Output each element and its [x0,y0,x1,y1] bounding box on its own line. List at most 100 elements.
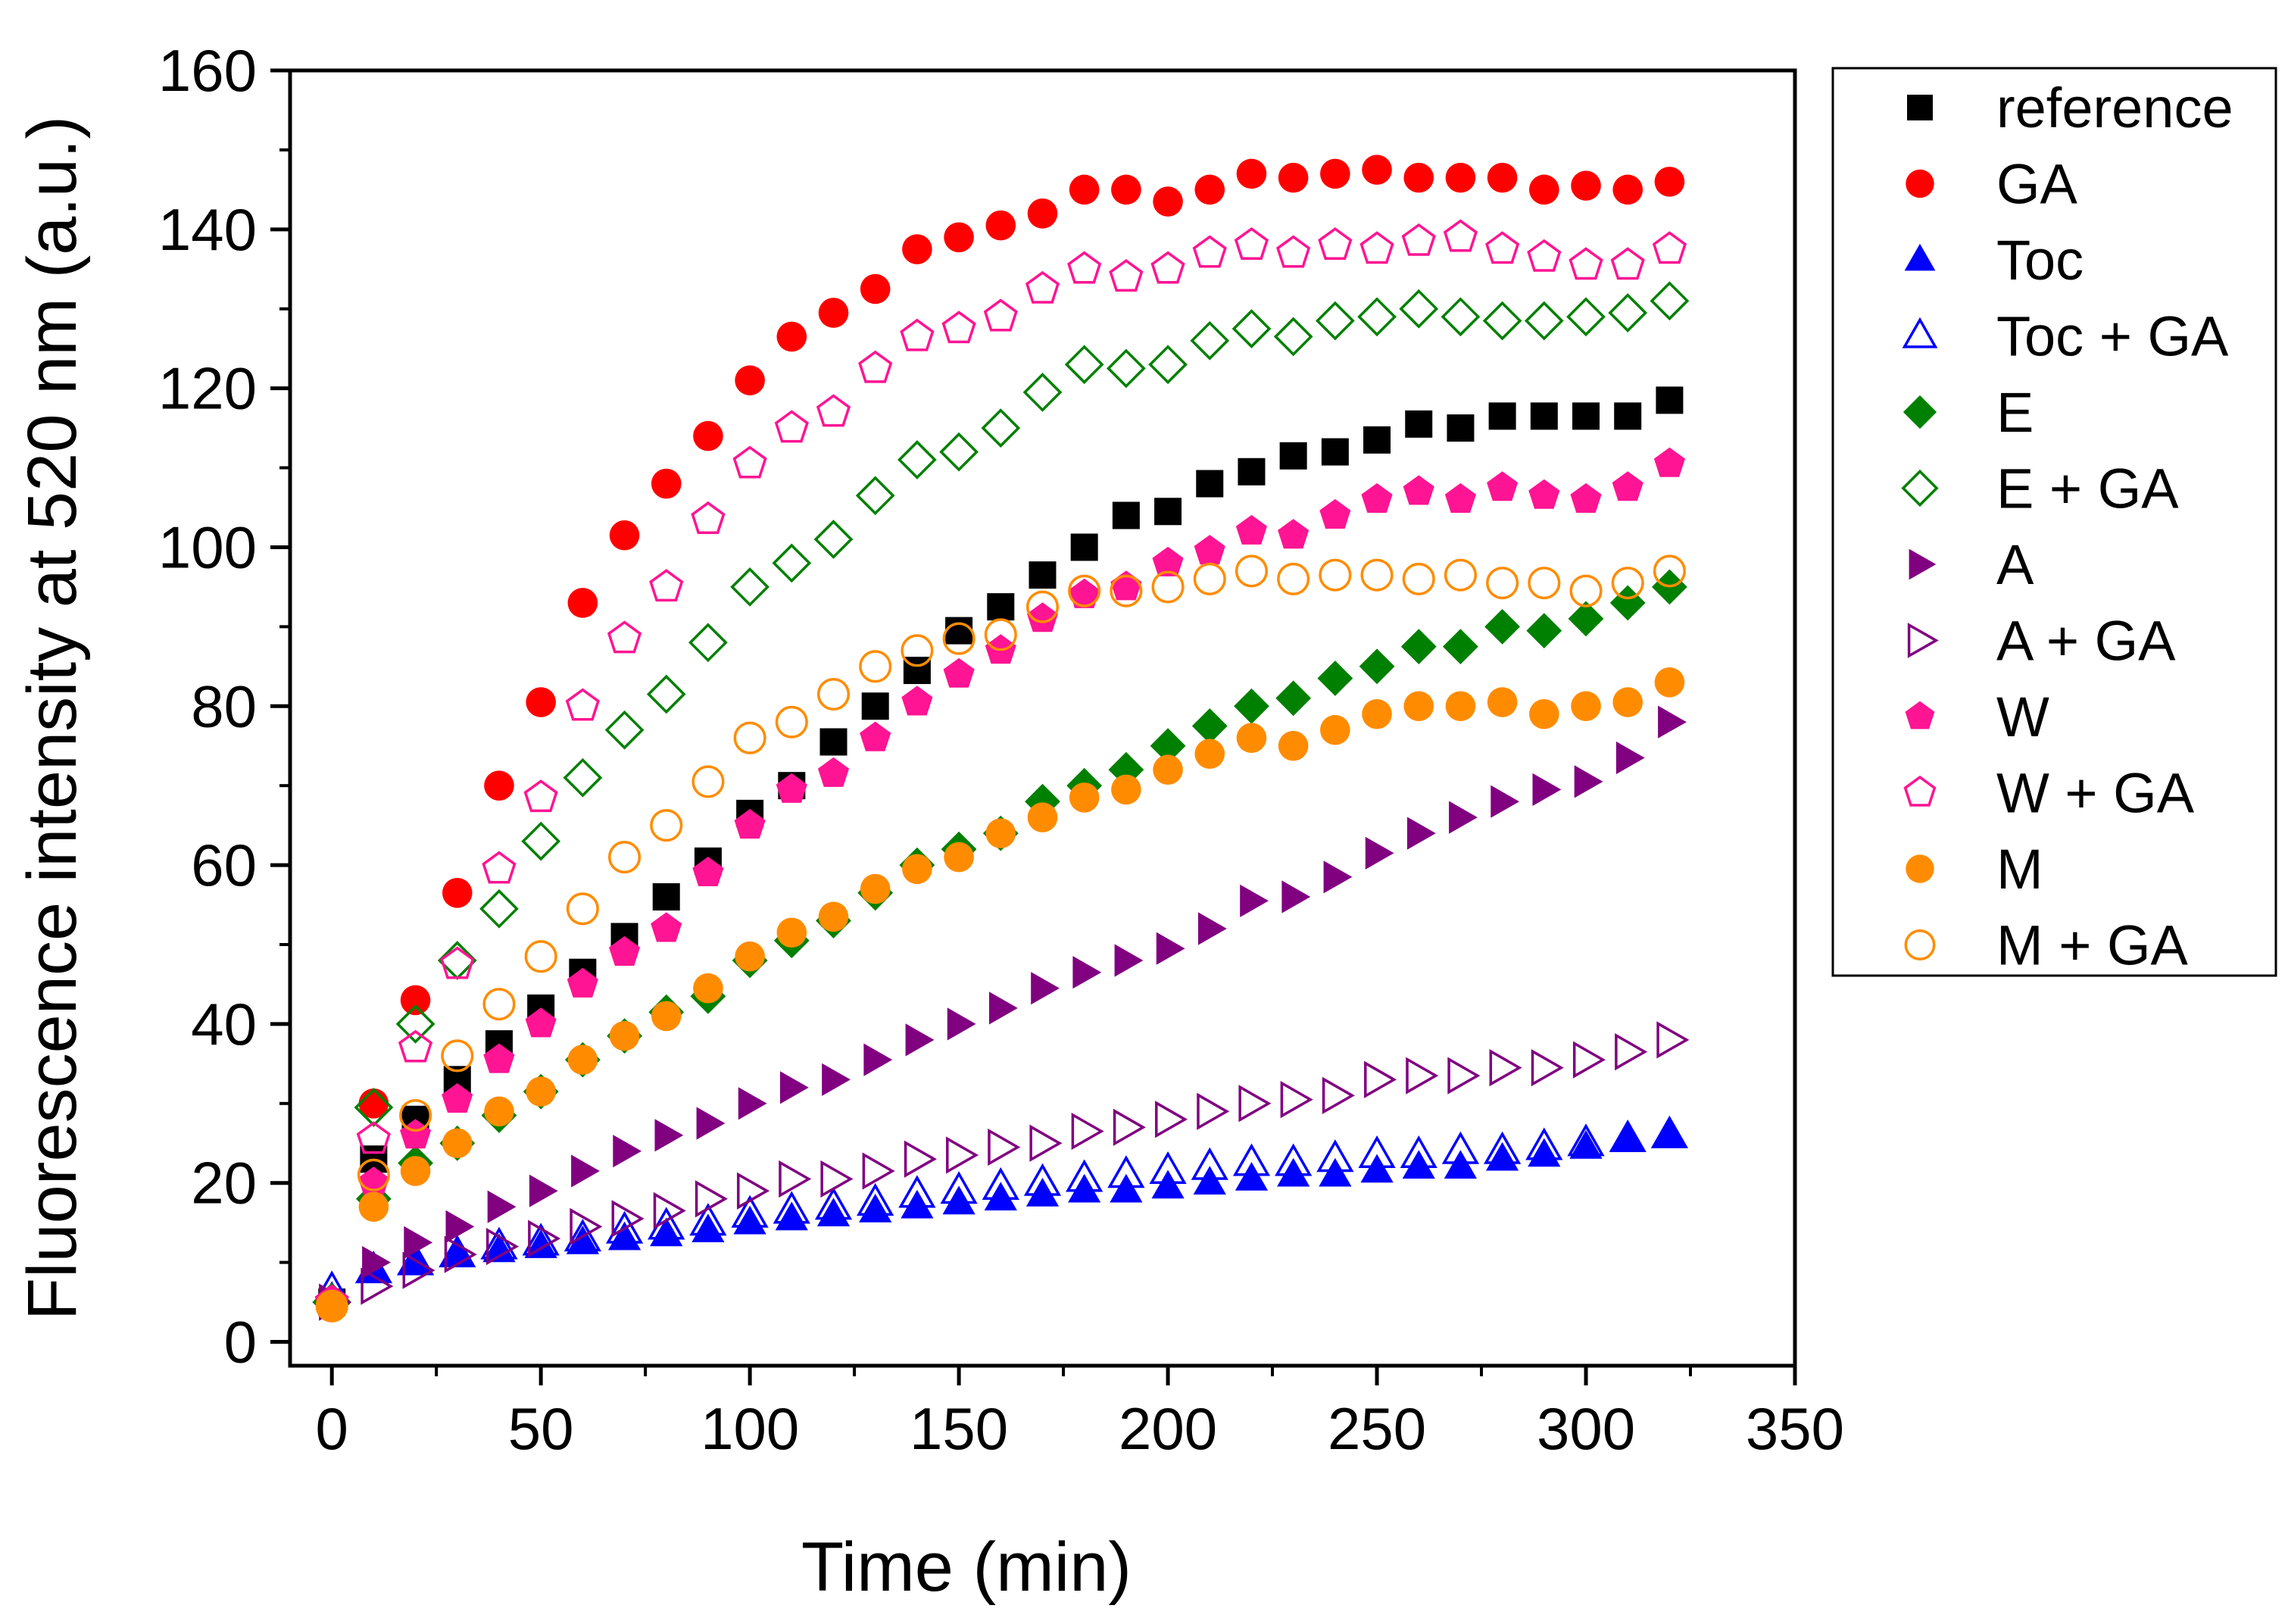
data-point [1072,956,1102,989]
data-point [442,877,473,908]
data-point [1273,317,1313,357]
legend-items: reference GA Toc Toc + GA E E + GA A A + GA W W +… [1901,77,2233,977]
data-point [358,1191,389,1222]
y-axis: 0 20 40 60 80 100 120 140 160 [158,37,290,1376]
data-point [905,1023,935,1057]
data-point [1152,546,1184,576]
data-point [733,721,766,754]
data-point [1482,301,1522,341]
data-point [1234,688,1269,724]
data-point [939,432,979,472]
data-point [1066,1159,1103,1192]
data-point [400,1119,432,1149]
data-point [904,1140,937,1178]
legend-marker [1901,469,1939,508]
x-tick-label: 100 [701,1395,799,1462]
data-point [731,1195,769,1228]
data-point [1654,167,1685,197]
data-point [987,593,1015,621]
data-point [944,842,974,873]
data-point [607,620,642,654]
data-point [613,1135,642,1168]
data-point [1485,231,1520,264]
data-point [1069,782,1100,813]
data-point [1319,498,1351,529]
x-axis: 0 50 100 150 200 250 300 350 [315,1366,1844,1462]
data-point [1110,574,1143,607]
legend-marker [1906,169,1934,198]
data-point [522,1223,560,1256]
data-point [1658,705,1687,739]
data-point [482,851,517,884]
legend-label: reference [1996,77,2233,139]
data-point [902,854,932,885]
data-point [1319,558,1352,592]
data-point [1487,687,1518,717]
data-point [816,394,851,427]
plot-area: 0 50 100 150 200 250 300 350 0 20 40 60 80 100 120 140… [158,37,1844,1462]
data-point [1027,198,1058,229]
data-point [1360,558,1394,592]
data-point [1193,562,1226,595]
data-series [312,155,1690,1323]
data-point [898,1175,936,1208]
data-point [696,1107,726,1140]
data-point [1278,519,1309,549]
data-point [737,1172,770,1210]
data-point [400,985,431,1016]
data-point [566,1225,599,1254]
data-point [1321,438,1349,466]
data-point [732,445,767,479]
data-point [1360,1154,1394,1183]
data-point [567,967,598,998]
data-point [1531,1048,1564,1087]
data-point [818,298,849,328]
data-point [317,1291,347,1322]
data-point [1068,574,1101,607]
data-point [772,543,812,583]
data-point [1192,235,1227,268]
y-tick-label: 60 [191,832,257,898]
data-point [563,757,603,798]
data-point [1068,1173,1101,1203]
legend-entry: GA [1906,153,2078,216]
legend-label: A [1996,533,2034,596]
legend-marker [1905,701,1935,729]
data-point [1236,158,1267,189]
data-point [1444,1150,1477,1179]
data-point [654,1119,684,1152]
data-point [820,1160,854,1198]
data-point [1149,1151,1187,1185]
legend-frame [1831,67,2277,977]
data-point [1025,270,1060,304]
data-point [738,1087,767,1120]
data-point [1402,1150,1435,1179]
data-point [1571,170,1601,201]
legend-entry: A + GA [1907,610,2176,673]
legend-entry: W + GA [1903,762,2195,825]
data-point [1025,1177,1060,1207]
data-point [442,1083,473,1113]
data-point [1359,648,1395,685]
data-point [1569,247,1603,280]
legend-label: GA [1996,153,2078,216]
data-point [982,1166,1019,1201]
data-point [1071,1112,1104,1151]
data-point [1318,227,1353,261]
data-point [567,588,598,618]
data-point [1023,1163,1062,1196]
data-point [526,687,556,717]
data-point [1449,801,1478,834]
data-point [1235,514,1267,545]
data-point [1031,972,1060,1005]
legend-marker [1904,243,1936,271]
data-point [901,634,934,667]
data-point [1197,1092,1230,1130]
data-point [1319,1157,1352,1187]
data-point [1275,1143,1313,1176]
data-point [901,686,933,716]
data-point [1444,483,1476,513]
data-point [1191,708,1228,744]
data-point [1614,402,1642,430]
data-point [863,1043,893,1076]
